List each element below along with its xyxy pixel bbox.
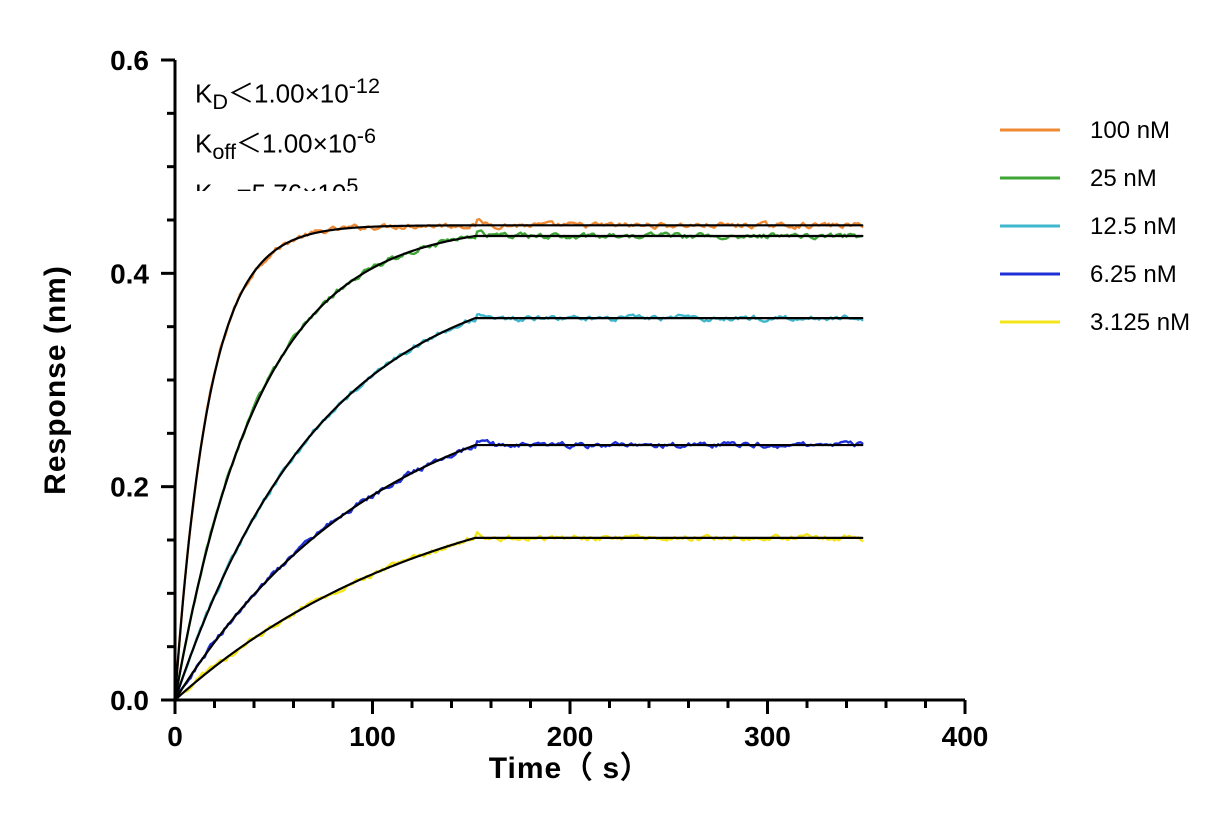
annotation-line: Kon=5.76×105 (195, 169, 555, 191)
y-axis-title: Response (nm) (39, 265, 72, 495)
x-tick-label: 300 (744, 721, 791, 752)
x-tick-label: 100 (349, 721, 396, 752)
annotations: KD＜1.00×10-12Koff＜1.00×10-6Kon=5.76×105 (195, 69, 555, 191)
kinetics-annotation: KD＜1.00×10-12Koff＜1.00×10-6Kon=5.76×105 (195, 69, 555, 191)
legend-label: 25 nM (1090, 165, 1157, 192)
x-axis-title: Time（ s） (489, 751, 652, 785)
y-tick-label: 0.6 (110, 45, 149, 76)
x-tick-label: 200 (547, 721, 594, 752)
annotation-line: KD＜1.00×10-12 (195, 69, 555, 119)
y-tick-label: 0.2 (110, 472, 149, 503)
chart-container: { "canvas": { "width": 1232, "height": 8… (0, 0, 1232, 825)
y-tick-label: 0.4 (110, 258, 149, 289)
legend-label: 100 nM (1090, 117, 1170, 144)
legend-label: 3.125 nM (1090, 309, 1190, 336)
x-tick-label: 400 (942, 721, 989, 752)
x-tick-label: 0 (167, 721, 183, 752)
legend-label: 6.25 nM (1090, 261, 1177, 288)
chart-svg: 0 100 200 300 400 0.0 0.2 0.4 0.6 Time（ s） Respons… (0, 0, 1232, 825)
y-tick-label: 0.0 (110, 685, 149, 716)
legend-label: 12.5 nM (1090, 213, 1177, 240)
annotation-line: Koff＜1.00×10-6 (195, 119, 555, 169)
